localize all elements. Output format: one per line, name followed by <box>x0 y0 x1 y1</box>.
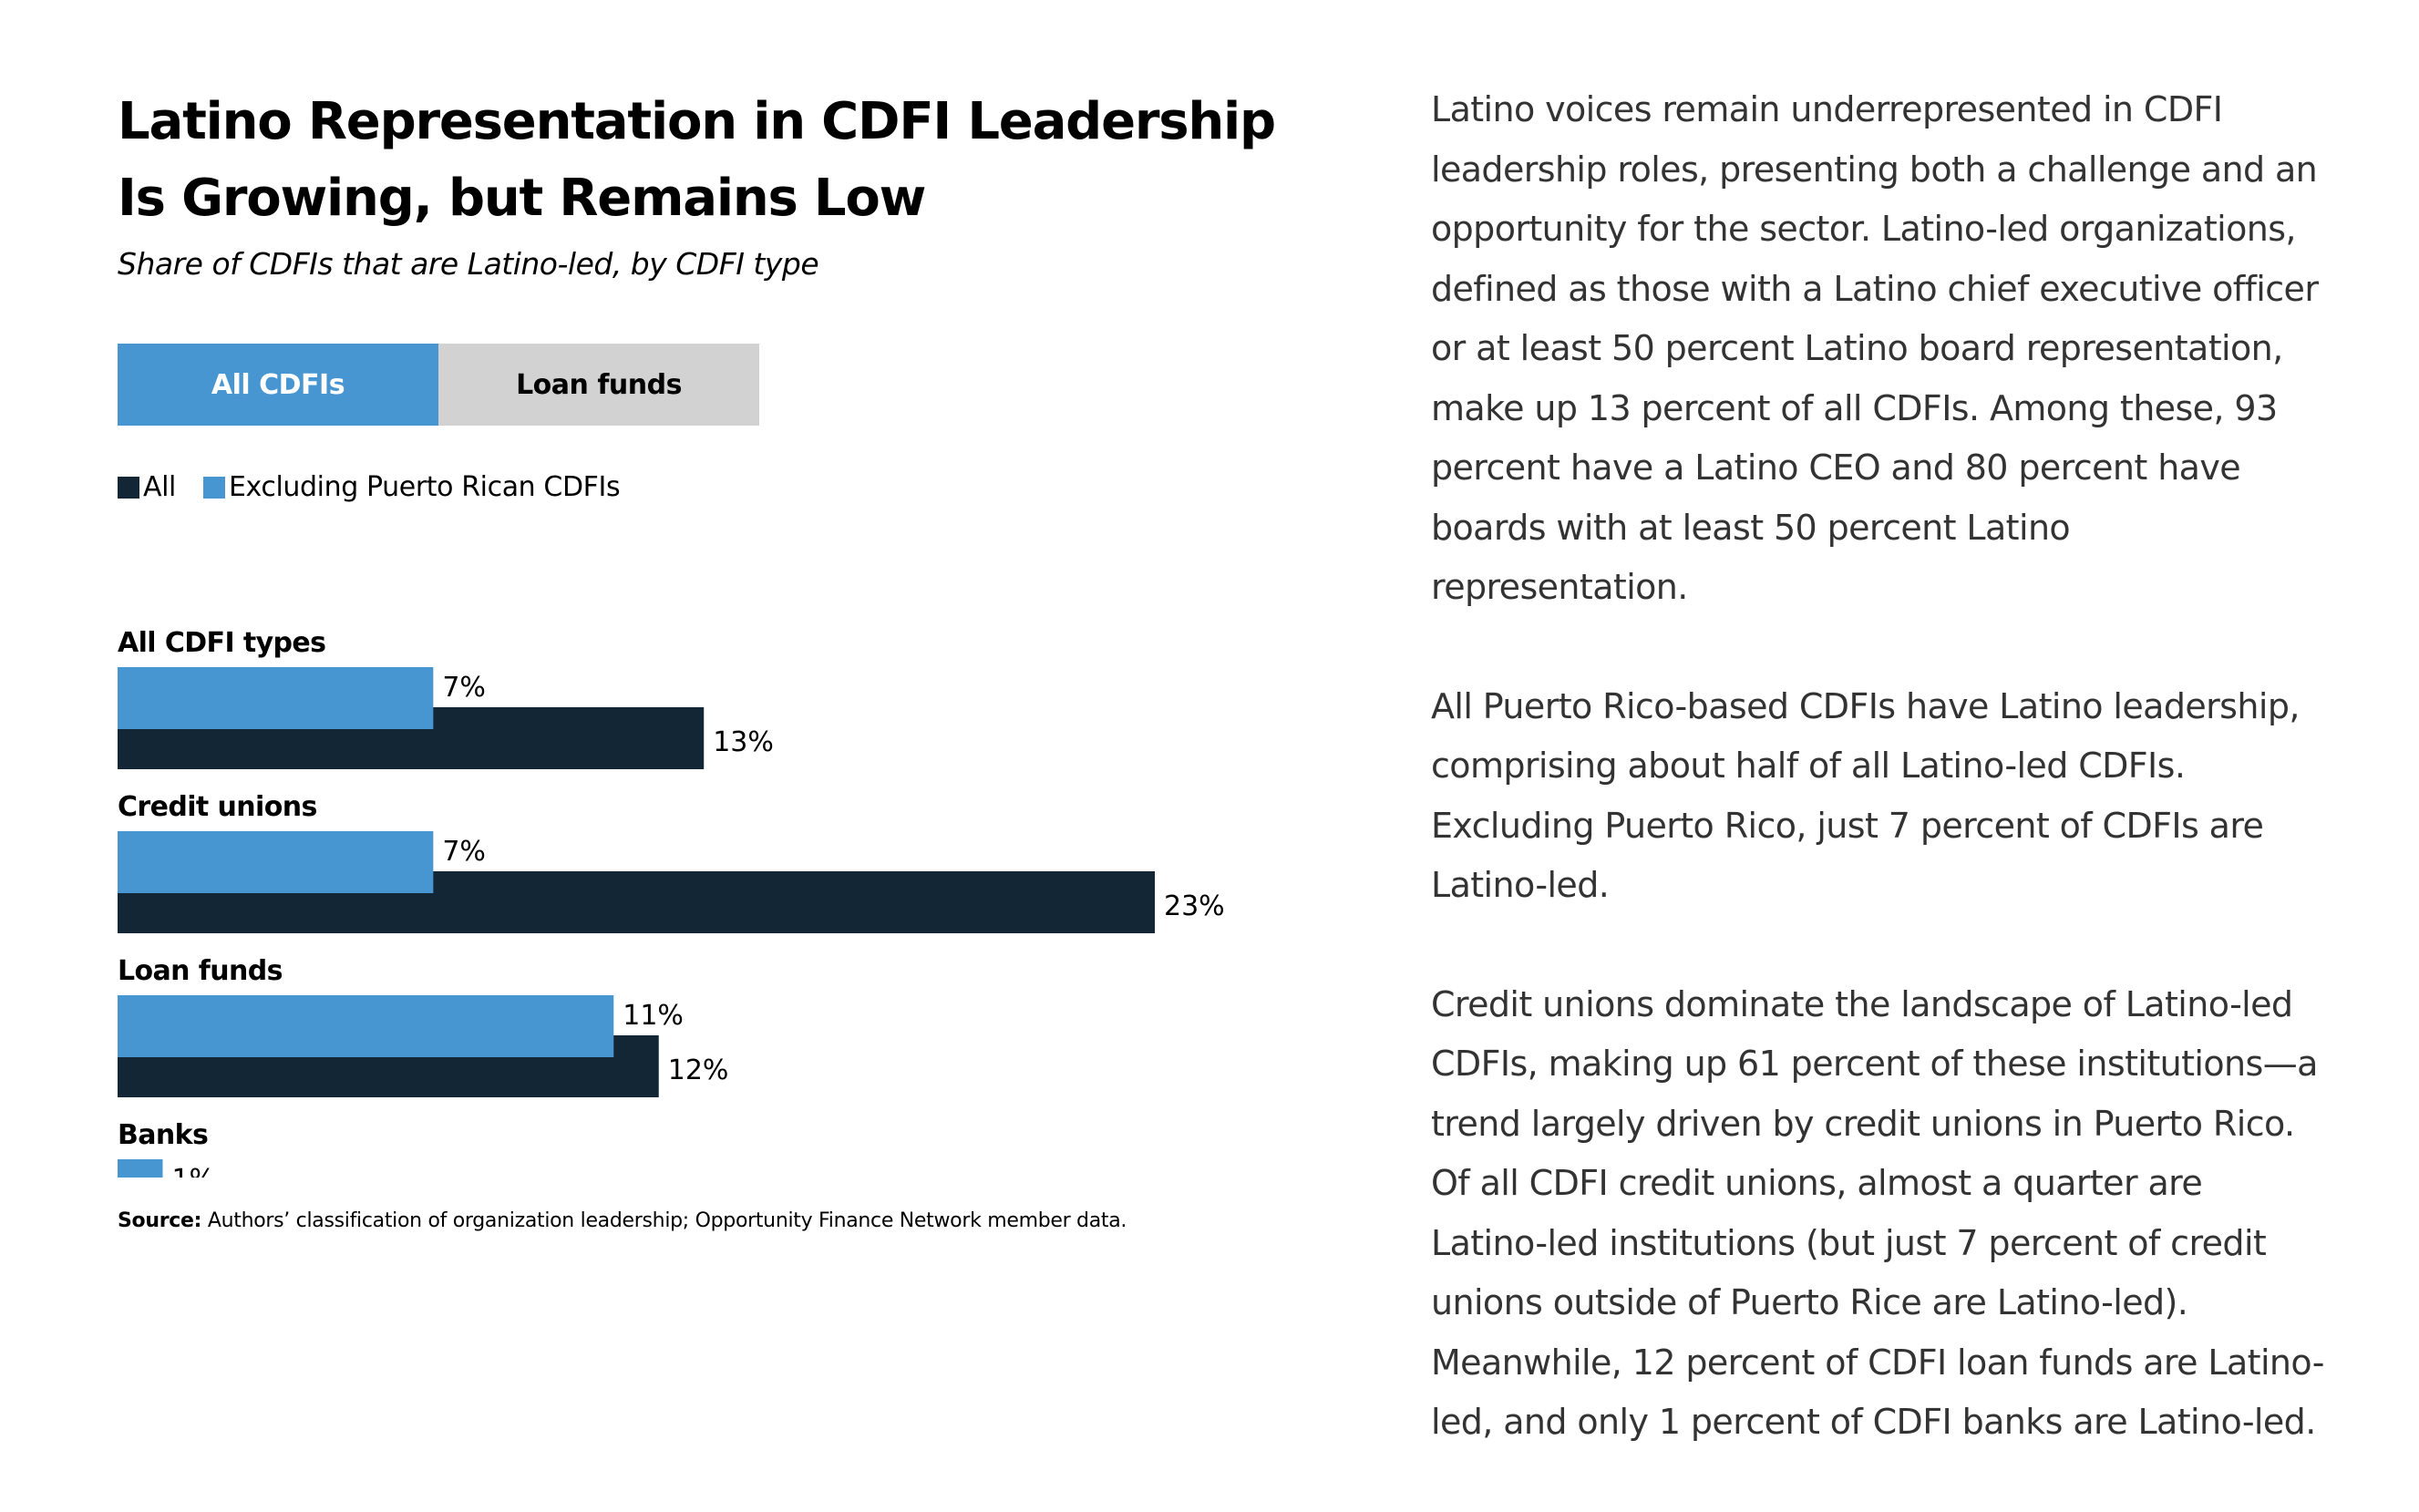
legend-label-excluding: Excluding Puerto Rican CDFIs <box>229 471 621 503</box>
data-label-all-loan-funds: 12% <box>668 1054 729 1086</box>
bar-excluding-credit-unions <box>118 831 434 893</box>
category-label-loan-funds: Loan funds <box>118 955 283 987</box>
legend-swatch-all <box>118 476 139 499</box>
legend-swatch-excluding <box>203 476 225 499</box>
chart-title: Latino Representation in CDFI Leadership… <box>118 92 1276 228</box>
legend-label-all: All <box>143 471 176 503</box>
chart-source: Source: Authors’ classification of organ… <box>118 1209 1127 1232</box>
bar-excluding-loan-funds <box>118 995 614 1057</box>
source-label: Source: <box>118 1209 202 1232</box>
data-label-excluding-all-cdfi-types: 7% <box>442 672 486 704</box>
data-label-all-all-cdfi-types: 13% <box>713 726 774 758</box>
chart-subtitle: Share of CDFIs that are Latino-led, by C… <box>118 246 819 282</box>
data-label-excluding-loan-funds: 11% <box>623 1000 684 1032</box>
category-label-all-cdfi-types: All CDFI types <box>118 627 325 659</box>
tab-loan-funds[interactable]: Loan funds <box>438 344 759 426</box>
article-paragraph: Credit unions dominate the landscape of … <box>1431 983 2324 1443</box>
chart-legend: All Excluding Puerto Rican CDFIs <box>118 471 647 503</box>
article-paragraph: Latino voices remain underrepresented in… <box>1431 89 2319 607</box>
bar-chart: All CDFI types 7% 13% Credit unions 7% 23% Loa… <box>118 627 1225 1178</box>
chart-panel: Latino Representation in CDFI Leadership… <box>118 84 1293 1232</box>
data-label-excluding-credit-unions: 7% <box>442 836 486 868</box>
category-label-banks: Banks <box>118 1119 208 1151</box>
chart-tabs: All CDFIs Loan funds <box>118 344 759 426</box>
legend-item-all: All <box>118 471 176 503</box>
tab-all-cdfis[interactable]: All CDFIs <box>118 344 438 426</box>
data-label-excluding-banks: 1% <box>171 1164 215 1178</box>
article-text: Latino voices remain underrepresented in… <box>1431 80 2324 1512</box>
data-label-all-credit-unions: 23% <box>1164 890 1225 922</box>
bar-excluding-all-cdfi-types <box>118 667 434 729</box>
bar-excluding-banks <box>118 1159 163 1178</box>
article-paragraph: All Puerto Rico-based CDFIs have Latino … <box>1431 685 2300 906</box>
category-label-credit-unions: Credit unions <box>118 791 317 823</box>
legend-item-excluding: Excluding Puerto Rican CDFIs <box>203 471 621 503</box>
source-text: Authors’ classification of organization … <box>207 1209 1127 1232</box>
